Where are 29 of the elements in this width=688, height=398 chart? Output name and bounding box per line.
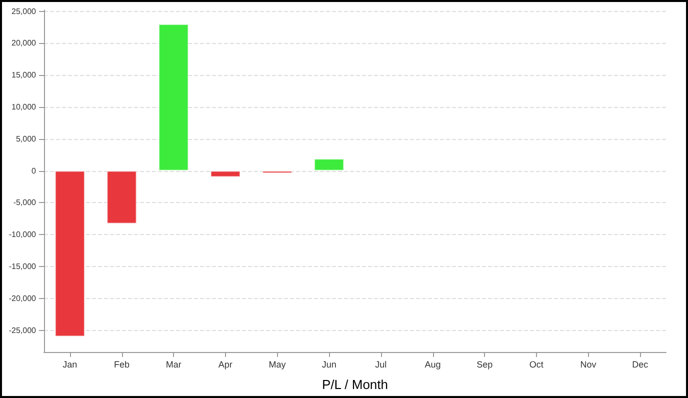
- y-tick-label: 15,000: [12, 70, 37, 80]
- x-tick-label: Nov: [580, 360, 597, 370]
- x-tick-label: Apr: [218, 360, 232, 370]
- y-tick-label: -20,000: [8, 294, 37, 303]
- x-tick-label: Aug: [424, 360, 441, 370]
- y-tick-label: 5,000: [16, 134, 37, 144]
- x-tick-label: May: [268, 360, 286, 370]
- x-tick-label: Jan: [62, 360, 78, 370]
- x-axis-title: P/L / Month: [322, 377, 388, 392]
- x-tick-label: Jul: [375, 360, 387, 370]
- bar: [314, 158, 344, 171]
- y-tick-label: -25,000: [8, 326, 37, 335]
- y-tick-label: 0: [32, 166, 37, 176]
- y-tick-label: -10,000: [8, 230, 37, 240]
- y-tick-label: 25,000: [12, 6, 37, 16]
- x-tick-label: Dec: [632, 360, 649, 370]
- y-tick-label: -15,000: [8, 262, 37, 271]
- x-tick-label: Oct: [529, 360, 544, 370]
- y-tick-label: -5,000: [13, 198, 37, 208]
- x-tick-label: Feb: [114, 360, 130, 370]
- y-tick-label: 10,000: [12, 102, 37, 112]
- bar: [106, 170, 137, 224]
- y-tick-label: 20,000: [12, 38, 37, 48]
- x-tick-label: Jun: [322, 360, 336, 370]
- bar: [210, 170, 240, 178]
- bar: [54, 170, 85, 337]
- x-tick-label: Sep: [476, 360, 493, 370]
- bar: [158, 24, 189, 171]
- x-tick-label: Mar: [166, 360, 182, 370]
